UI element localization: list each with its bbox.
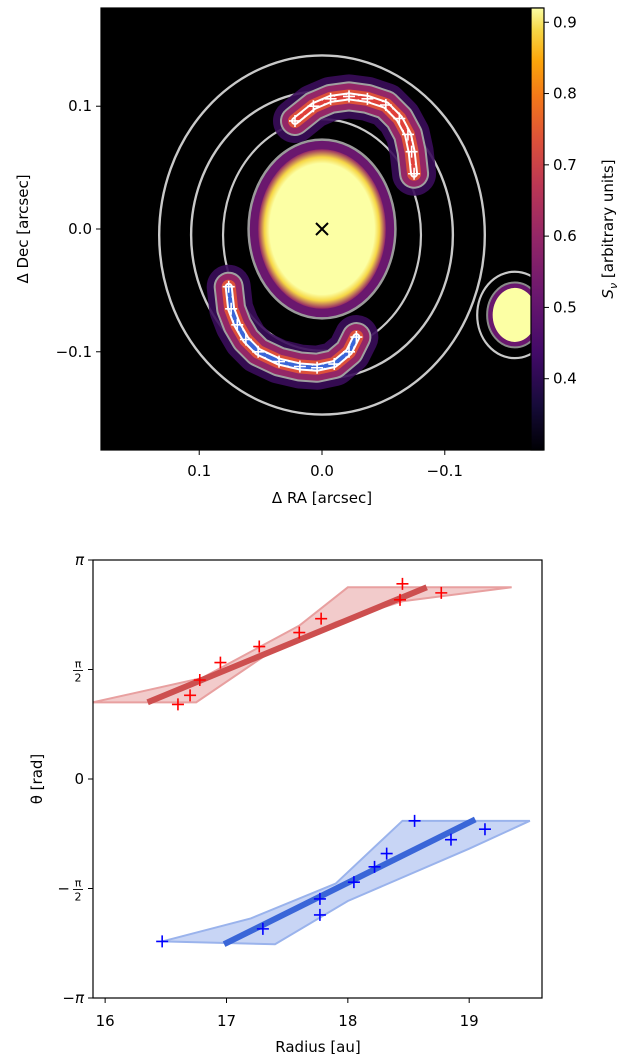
flux-map-y-tick-label: −0.1 [56,343,92,361]
spiral-fit-y-tick-label: 0 [74,770,84,788]
colorbar-label: Sν [arbitrary units] [599,159,620,298]
spiral-marker-south [311,361,324,374]
data-point-0 [214,656,227,669]
spiral-fit-y-tick-label: π [75,551,85,569]
data-point-1 [368,860,381,873]
spiral-fit-plot-area [93,577,531,948]
flux-map-y-tick-label: 0.0 [68,220,92,238]
spiral-marker-north [307,100,320,113]
spiral-marker-south [239,333,252,346]
data-point-0 [293,626,306,639]
spiral-track-north [292,94,417,176]
colorbar-tick-label: 0.5 [553,298,577,316]
data-point-0 [184,689,197,702]
spiral-fit-y-tick-label: 2 [75,891,82,904]
spiral-marker-north [408,167,421,180]
data-point-1 [478,823,491,836]
flux-contour [157,54,487,416]
colorbar: 0.4 0.5 0.6 0.7 0.8 0.9 Sν [arbitrary units] [530,7,620,451]
fit-line-0 [146,584,428,706]
flux-map-x-tick-label: −0.1 [427,462,463,480]
spiral-marker-north [401,128,414,141]
spiral-fit-x-ticks: 16 17 18 19 [96,998,479,1030]
colorbar-gradient [531,8,544,450]
data-point-1 [313,892,326,905]
colorbar-tick-label: 0.6 [553,227,577,245]
data-point-1 [347,876,360,889]
spiral-marker-south [231,318,244,331]
spiral-fit-y-tick-label: π [75,877,82,890]
data-point-1 [408,814,421,827]
spiral-marker-north [361,92,374,105]
flux-map-x-tick-label: 0.1 [187,462,211,480]
spiral-marker-north [324,92,337,105]
spiral-marker-south [222,280,235,293]
flux-map-x-ticks: 0.1 0.0 −0.1 [187,450,463,480]
data-point-0 [396,577,409,590]
spiral-marker-south [293,360,306,373]
spiral-fit-y-tick-label: −π [62,989,85,1007]
spiral-fit-y-tick-label: − [57,880,70,898]
spiral-marker-south [343,345,356,358]
data-point-0 [394,593,407,606]
fit-band-0 [93,586,512,704]
spiral-fit-y-tick-label: 2 [75,672,82,685]
flux-map-image [157,54,543,416]
flux-map-y-tick-label: 0.1 [68,97,92,115]
data-point-1 [444,833,457,846]
data-point-1 [313,908,326,921]
center-marker [315,222,329,236]
flux-map-x-tick-label: 0.0 [310,462,334,480]
spiral-marker-north [288,114,301,127]
data-point-0 [253,640,266,653]
spiral-marker-north [405,145,418,158]
spiral-marker-south [328,358,341,371]
data-point-1 [156,935,169,948]
colorbar-tick-label: 0.4 [553,370,577,388]
data-point-1 [256,922,269,935]
spiral-fit-x-label: Radius [au] [275,1038,360,1056]
colorbar-frame [530,7,545,451]
spiral-marker-south [273,355,286,368]
colorbar-tick-label: 0.9 [553,13,577,31]
spiral-marker-north [379,98,392,111]
colorbar-ticks: 0.4 0.5 0.6 0.7 0.8 0.9 [544,13,577,388]
data-point-0 [315,612,328,625]
spiral-marker-south [350,331,363,344]
spiral-marker-north [393,112,406,125]
spiral-fit-x-tick-label: 16 [96,1012,115,1030]
spiral-marker-south [225,302,238,315]
data-point-0 [193,674,206,687]
data-point-0 [171,698,184,711]
spiral-fit-x-tick-label: 19 [460,1012,479,1030]
colorbar-tick-label: 0.8 [553,85,577,103]
flux-map-y-label: Δ Dec [arcsec] [14,174,32,283]
flux-map-x-label: Δ RA [arcsec] [272,489,372,507]
companion-contour [476,270,543,360]
spiral-fit-x-tick-label: 18 [338,1012,357,1030]
companion-source [492,287,537,342]
spiral-fit-x-tick-label: 17 [217,1012,236,1030]
flux-map-y-ticks: 0.1 0.0 −0.1 [56,97,101,361]
data-point-0 [435,586,448,599]
flux-map-panel: 0.1 0.0 −0.1 0.1 0.0 −0.1 Δ RA [arcsec] Δ De… [14,7,544,507]
spiral-marker-north [343,90,356,103]
spiral-marker-south [252,345,265,358]
spiral-fit-y-label: θ [rad] [28,754,46,805]
colorbar-tick-label: 0.7 [553,156,577,174]
spiral-fit-y-tick-label: π [75,658,82,671]
data-point-1 [380,847,393,860]
